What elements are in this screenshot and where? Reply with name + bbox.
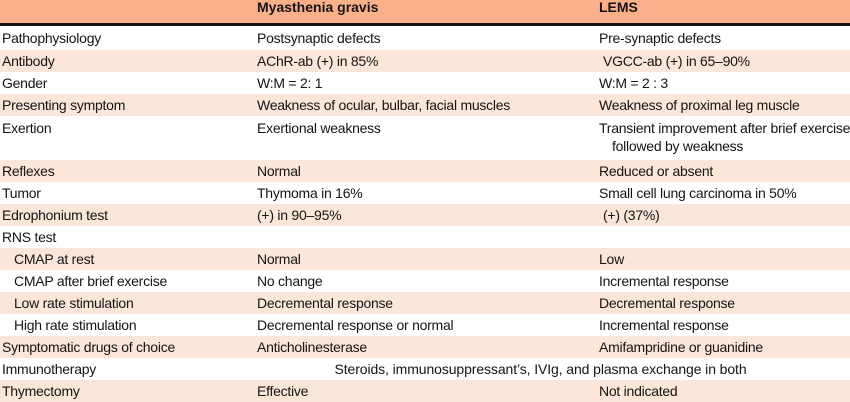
row-label: CMAP at rest (0, 248, 257, 270)
row-label: Exertion (0, 116, 257, 160)
mg-cell: No change (257, 270, 599, 292)
lems-cell: Incremental response (599, 270, 850, 292)
table-row-tumor: Tumor Thymoma in 16% Small cell lung car… (0, 182, 850, 204)
lems-cell: Small cell lung carcinoma in 50% (599, 182, 850, 204)
table-row-high-rate-stimulation: High rate stimulation Decremental respon… (0, 314, 850, 336)
row-label: Thymectomy (0, 380, 257, 402)
row-label: RNS test (0, 226, 257, 248)
header-cell-blank (0, 0, 257, 26)
mg-cell (257, 226, 599, 248)
row-label: Immunotherapy (0, 358, 257, 380)
immunotherapy-span-cell: Steroids, immunosuppressant’s, IVIg, and… (257, 358, 850, 380)
lems-cell: W:M = 2 : 3 (599, 72, 850, 94)
lems-cell: Reduced or absent (599, 160, 850, 182)
row-label: CMAP after brief exercise (0, 270, 257, 292)
mg-cell: Postsynaptic defects (257, 26, 599, 50)
table-row-gender: Gender W:M = 2: 1 W:M = 2 : 3 (0, 72, 850, 94)
mg-cell: (+) in 90–95% (257, 204, 599, 226)
row-label: Edrophonium test (0, 204, 257, 226)
table-row-pathophysiology: Pathophysiology Postsynaptic defects Pre… (0, 26, 850, 50)
row-label: Tumor (0, 182, 257, 204)
table-row-thymectomy: Thymectomy Effective Not indicated (0, 380, 850, 402)
table-row-edrophonium-test: Edrophonium test (+) in 90–95% (+) (37%) (0, 204, 850, 226)
mg-cell: Normal (257, 160, 599, 182)
lems-cell: Weakness of proximal leg muscle (599, 94, 850, 116)
lems-cell: (+) (37%) (599, 204, 850, 226)
mg-cell: AChR-ab (+) in 85% (257, 50, 599, 72)
mg-cell: Thymoma in 16% (257, 182, 599, 204)
table-row-reflexes: Reflexes Normal Reduced or absent (0, 160, 850, 182)
lems-cell: Decremental response (599, 292, 850, 314)
row-label: Pathophysiology (0, 26, 257, 50)
lems-cell: Transient improvement after brief exerci… (599, 116, 850, 160)
lems-cell: Pre-synaptic defects (599, 26, 850, 50)
lems-cell: Amifampridine or guanidine (599, 336, 850, 358)
mg-cell: Anticholinesterase (257, 336, 599, 358)
lems-cell-line2: followed by weakness (612, 138, 744, 154)
mg-cell: Decremental response or normal (257, 314, 599, 336)
row-label: High rate stimulation (0, 314, 257, 336)
table-row-exertion: Exertion Exertional weakness Transient i… (0, 116, 850, 160)
mg-cell: Weakness of ocular, bulbar, facial muscl… (257, 94, 599, 116)
header-cell-lems: LEMS (599, 0, 850, 26)
lems-cell: VGCC-ab (+) in 65–90% (599, 50, 850, 72)
mg-cell: W:M = 2: 1 (257, 72, 599, 94)
row-label: Symptomatic drugs of choice (0, 336, 257, 358)
mg-cell: Decremental response (257, 292, 599, 314)
row-label: Reflexes (0, 160, 257, 182)
row-label: Antibody (0, 50, 257, 72)
row-label: Low rate stimulation (0, 292, 257, 314)
table-row-rns-test: RNS test (0, 226, 850, 248)
table-row-low-rate-stimulation: Low rate stimulation Decremental respons… (0, 292, 850, 314)
mg-cell: Exertional weakness (257, 116, 599, 160)
table-header-row: Myasthenia gravis LEMS (0, 0, 850, 26)
lems-cell: Not indicated (599, 380, 850, 402)
row-label: Presenting symptom (0, 94, 257, 116)
mg-cell: Normal (257, 248, 599, 270)
mg-cell: Effective (257, 380, 599, 402)
table-row-cmap-after-brief-exercise: CMAP after brief exercise No change Incr… (0, 270, 850, 292)
table-row-symptomatic-drugs-of-choice: Symptomatic drugs of choice Anticholines… (0, 336, 850, 358)
row-label: Gender (0, 72, 257, 94)
table-row-presenting-symptom: Presenting symptom Weakness of ocular, b… (0, 94, 850, 116)
lems-cell-line1: Transient improvement after brief exerci… (599, 120, 850, 136)
lems-cell (599, 226, 850, 248)
lems-cell: Low (599, 248, 850, 270)
table-row-immunotherapy: Immunotherapy Steroids, immunosuppressan… (0, 358, 850, 380)
lems-cell: Incremental response (599, 314, 850, 336)
table-row-antibody: Antibody AChR-ab (+) in 85% VGCC-ab (+) … (0, 50, 850, 72)
header-cell-myasthenia-gravis: Myasthenia gravis (257, 0, 599, 26)
table-row-cmap-at-rest: CMAP at rest Normal Low (0, 248, 850, 270)
